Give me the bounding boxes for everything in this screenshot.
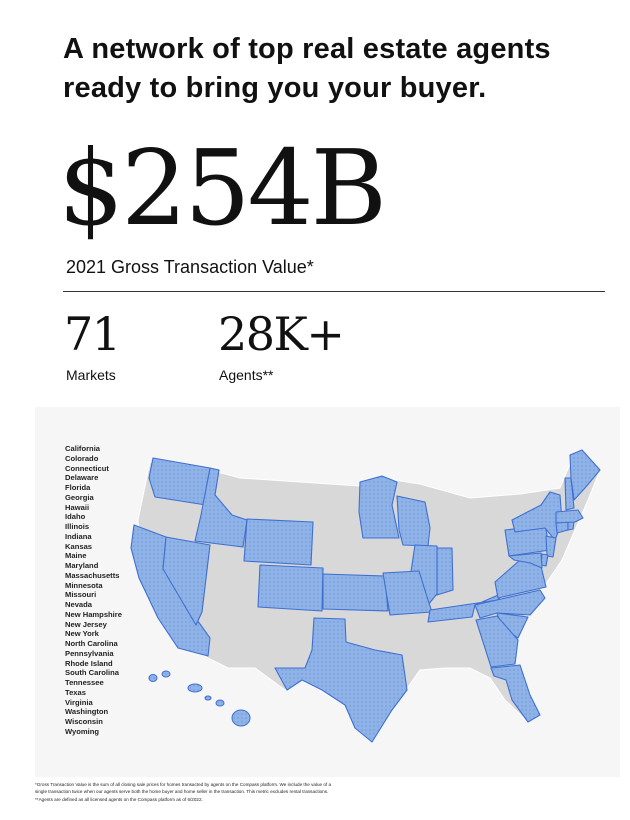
gross-transaction-value: $254B <box>58 127 387 249</box>
state-list-item: Georgia <box>65 492 94 502</box>
state-list-item: Idaho <box>65 512 86 522</box>
state-list: California Colorado Connecticut Delaware… <box>65 444 122 737</box>
state-texas <box>274 617 408 743</box>
state-list-item: Nevada <box>65 600 93 609</box>
state-list-item: Delaware <box>65 473 99 483</box>
state-list-item: Wisconsin <box>65 717 103 726</box>
state-list-item: Indiana <box>65 531 92 541</box>
state-list-item: New Hampshire <box>65 609 122 619</box>
state-indiana <box>436 547 454 596</box>
state-list-item: South Carolina <box>65 668 120 678</box>
state-list-item: Kansas <box>65 541 93 551</box>
state-maine <box>569 449 601 501</box>
state-missouri <box>382 570 433 616</box>
state-list-item: Tennessee <box>65 678 104 687</box>
markets-label: Markets <box>66 367 116 383</box>
state-list-item: Virginia <box>65 697 93 707</box>
state-list-item: Florida <box>65 483 91 492</box>
headline-line-2: ready to bring you your buyer. <box>63 72 487 104</box>
state-list-item: California <box>65 444 101 453</box>
state-virginia <box>494 559 547 599</box>
state-wyoming <box>243 518 314 566</box>
agents-label: Agents** <box>219 367 274 383</box>
state-list-item: Hawaii <box>65 502 90 512</box>
state-list-item: Texas <box>65 687 86 697</box>
markets-value: 71 <box>64 307 121 361</box>
state-list-item: Colorado <box>65 453 99 463</box>
headline: A network of top real estate agents read… <box>63 30 608 108</box>
state-massachusetts <box>555 509 584 524</box>
headline-line-1: A network of top real estate agents <box>63 33 551 65</box>
state-new-jersey <box>545 535 557 558</box>
state-washington <box>148 457 211 506</box>
state-hawaii <box>148 670 251 727</box>
state-kansas <box>322 573 389 612</box>
footnote-gtv-line-2: single transaction twice when our agents… <box>35 789 329 794</box>
footnote-agents: **Agents are defined as all licensed age… <box>35 797 203 802</box>
state-north-carolina <box>474 589 546 619</box>
state-list-item: North Carolina <box>65 639 118 648</box>
state-list-item: New York <box>65 629 99 639</box>
state-florida <box>490 664 541 723</box>
footnote-gtv-line-1: *Gross Transaction Value is the sum of a… <box>35 782 332 787</box>
state-list-item: Pennsylvania <box>65 648 114 658</box>
state-list-item: Massachusetts <box>65 570 120 580</box>
state-georgia <box>475 615 519 668</box>
state-list-item: Maine <box>65 551 87 561</box>
state-maryland <box>508 552 543 569</box>
agents-value: 28K+ <box>218 307 345 361</box>
state-minnesota <box>358 475 400 539</box>
state-list-item: Wyoming <box>65 726 100 736</box>
gross-transaction-label: 2021 Gross Transaction Value* <box>66 257 314 277</box>
state-list-item: Connecticut <box>65 463 109 473</box>
state-colorado <box>257 564 324 612</box>
state-list-item: Rhode Island <box>65 658 113 668</box>
divider <box>63 291 605 292</box>
highlighted-states <box>130 449 601 743</box>
state-list-item: Maryland <box>65 561 99 570</box>
state-list-item: Missouri <box>65 590 97 600</box>
state-list-item: Illinois <box>65 522 90 531</box>
state-list-item: Washington <box>65 707 109 717</box>
state-nevada <box>162 536 211 626</box>
state-list-item: Minnesota <box>65 580 103 590</box>
state-list-item: New Jersey <box>65 619 107 629</box>
state-wisconsin <box>396 495 431 547</box>
